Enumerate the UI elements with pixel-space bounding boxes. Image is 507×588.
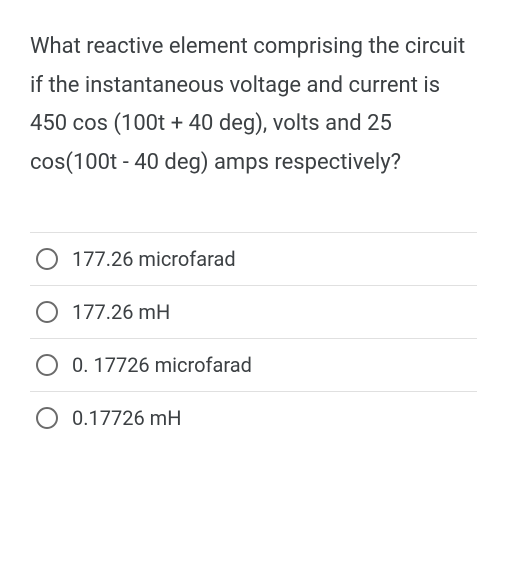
radio-icon[interactable] bbox=[36, 354, 58, 376]
radio-icon[interactable] bbox=[36, 248, 58, 270]
option-row[interactable]: 177.26 microfarad bbox=[30, 233, 477, 286]
radio-icon[interactable] bbox=[36, 301, 58, 323]
option-label: 0.17726 mH bbox=[72, 406, 181, 430]
option-row[interactable]: 0.17726 mH bbox=[30, 392, 477, 444]
option-row[interactable]: 177.26 mH bbox=[30, 286, 477, 339]
radio-icon[interactable] bbox=[36, 407, 58, 429]
option-label: 177.26 microfarad bbox=[72, 247, 236, 271]
options-list: 177.26 microfarad 177.26 mH 0. 17726 mic… bbox=[30, 232, 477, 444]
option-label: 0. 17726 microfarad bbox=[72, 353, 252, 377]
question-text: What reactive element comprising the cir… bbox=[30, 28, 477, 182]
option-row[interactable]: 0. 17726 microfarad bbox=[30, 339, 477, 392]
option-label: 177.26 mH bbox=[72, 300, 170, 324]
